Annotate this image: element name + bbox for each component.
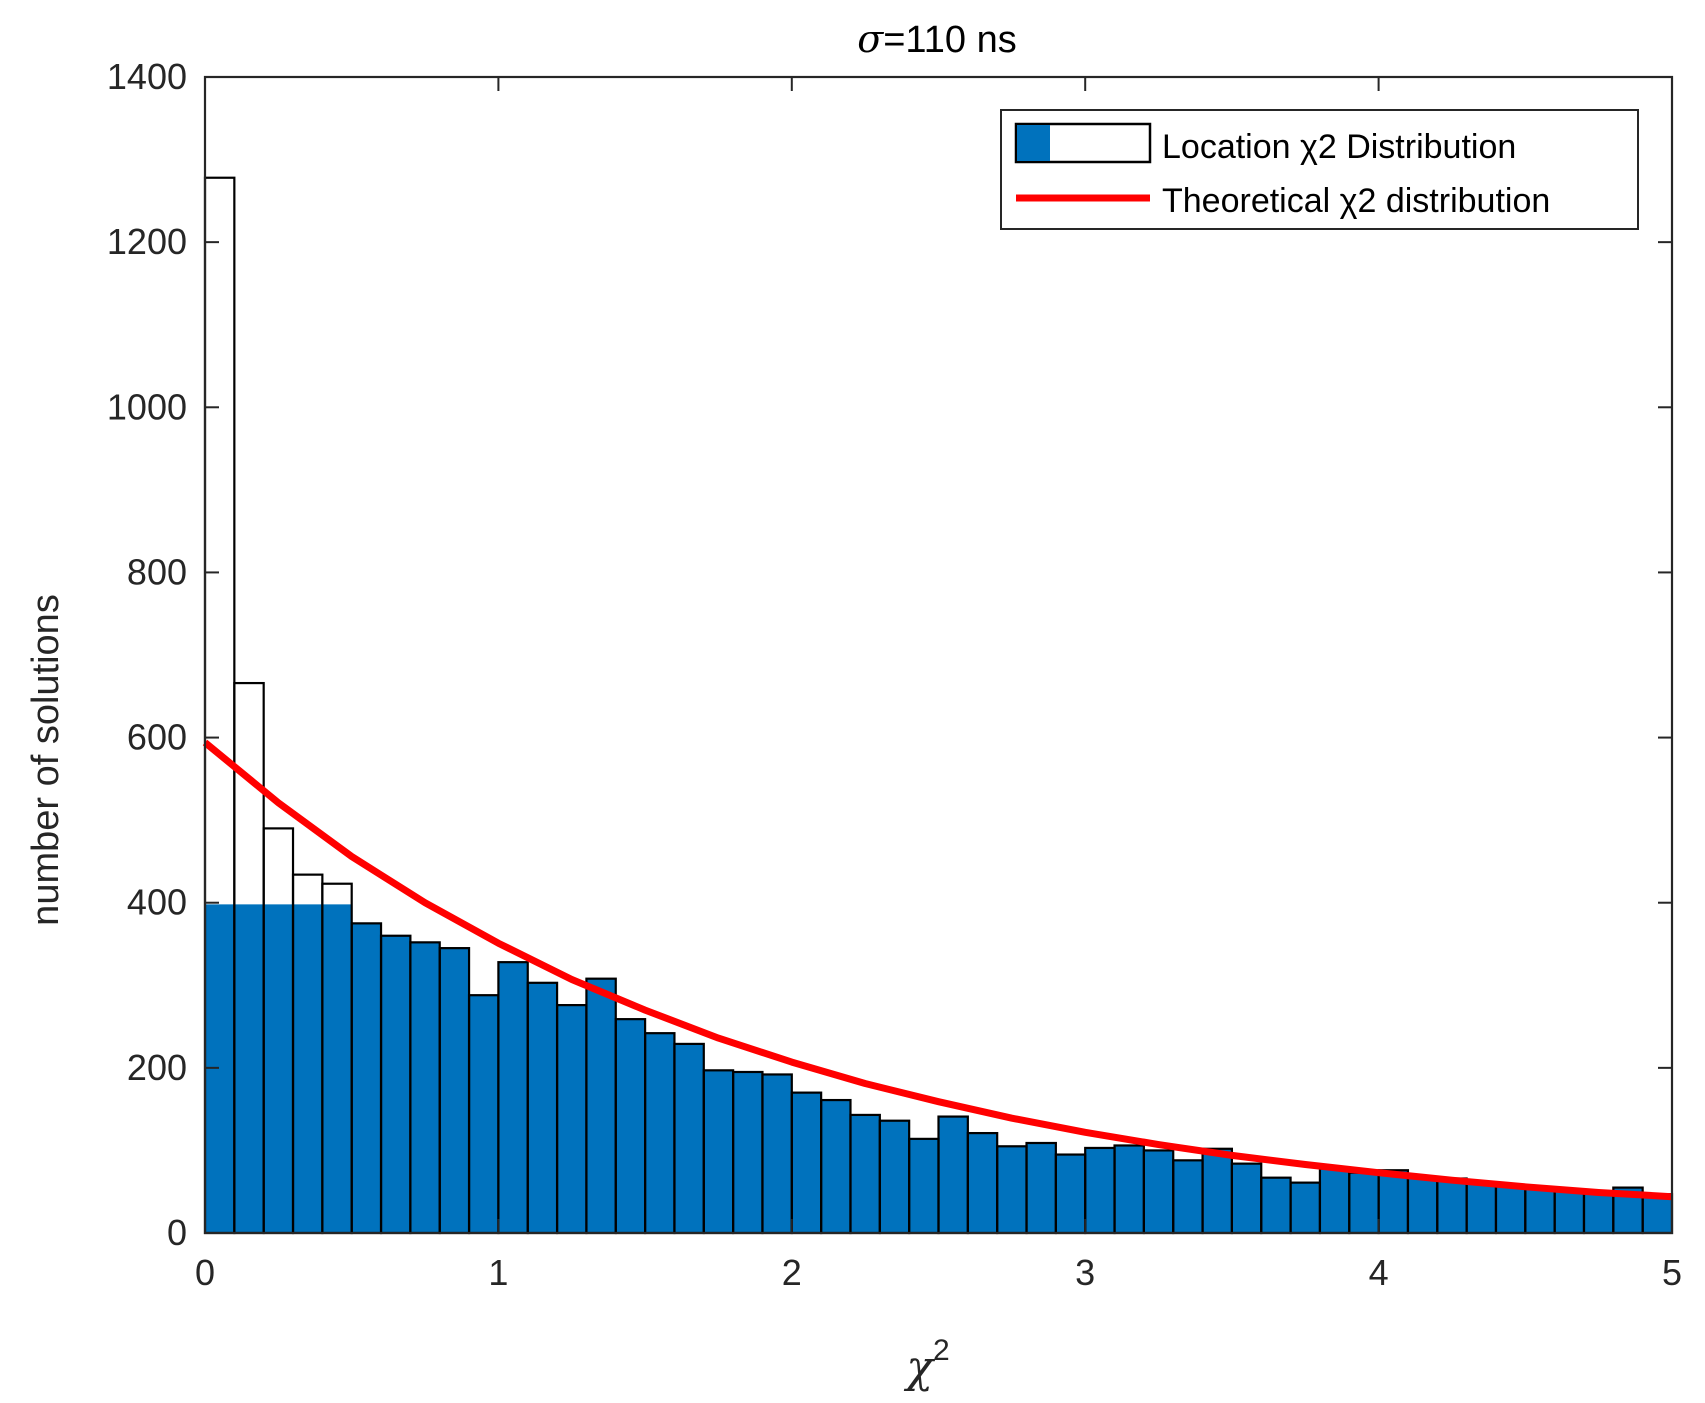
histogram-bar [1055, 1154, 1086, 1233]
y-tick-label: 1200 [107, 221, 187, 262]
histogram-bar [703, 1070, 734, 1233]
histogram-bar [615, 1019, 646, 1233]
y-tick-label: 200 [127, 1047, 187, 1088]
y-tick-label: 600 [127, 717, 187, 758]
histogram-bar [263, 904, 294, 1233]
axes [203, 75, 1674, 1235]
histogram-bar [762, 1074, 792, 1233]
histogram-bar [1173, 1160, 1203, 1233]
histogram-bar [909, 1138, 939, 1233]
y-tick-label: 1400 [107, 56, 187, 97]
histogram-bar [1378, 1170, 1408, 1233]
histogram-bar [586, 978, 616, 1233]
histogram-bar [879, 1120, 910, 1233]
histogram-bar [1407, 1176, 1438, 1233]
legend-label-theoretical: Theoretical χ2 distribution [1162, 182, 1550, 220]
histogram-bar [381, 935, 411, 1233]
theoretical-curve [202, 739, 1673, 1201]
histogram-bar [498, 962, 528, 1233]
histogram-bar [997, 1146, 1027, 1233]
x-tick-label: 0 [195, 1252, 215, 1293]
y-tick-label: 1000 [107, 386, 187, 427]
histogram-bar [557, 1005, 587, 1233]
y-axis-label: number of solutions [25, 594, 67, 926]
histogram-bar [1319, 1168, 1350, 1233]
x-tick-labels: 0 1 2 3 4 5 [195, 1252, 1682, 1293]
histogram-bar [410, 942, 440, 1233]
chart-title: σ=110 ns [857, 17, 1016, 61]
y-tick-label: 800 [127, 551, 187, 592]
y-tick-label: 400 [127, 882, 187, 923]
histogram-bar [1437, 1178, 1467, 1233]
histogram-bar [1261, 1177, 1291, 1233]
x-axis-label: χ2 [903, 1334, 949, 1393]
histogram-bar [1349, 1172, 1379, 1233]
legend-label-histogram: Location χ2 Distribution [1162, 128, 1516, 166]
x-tick-label: 3 [1075, 1252, 1095, 1293]
histogram-bar [439, 948, 470, 1233]
histogram-bar [1466, 1183, 1496, 1233]
histogram-bar [821, 1100, 851, 1233]
histogram-bar [1026, 1142, 1056, 1233]
histogram-bar [733, 1071, 763, 1233]
histogram-bar [293, 904, 323, 1233]
histogram-bar [322, 904, 352, 1233]
histogram-bar [1231, 1163, 1262, 1233]
histogram-bar [1495, 1185, 1526, 1233]
histogram-bar [967, 1133, 998, 1233]
legend: Location χ2 Distribution Theoretical χ2 … [1000, 109, 1639, 230]
x-tick-label: 2 [782, 1252, 802, 1293]
axes-box [203, 75, 1674, 1235]
histogram-bar [1085, 1147, 1115, 1233]
histogram-bar [234, 904, 264, 1233]
x-tick-label: 1 [488, 1252, 508, 1293]
histogram-bars [205, 904, 1672, 1233]
histogram-bar [1143, 1150, 1174, 1233]
histogram-bar [1554, 1189, 1584, 1233]
histogram-bar [1290, 1182, 1320, 1233]
y-tick-labels: 0 200 400 600 800 1000 1200 1400 [107, 56, 187, 1253]
histogram-bar [1525, 1187, 1555, 1233]
x-tick-label: 5 [1662, 1252, 1682, 1293]
histogram-bar [527, 982, 558, 1233]
legend-swatch-histogram-fill [1017, 125, 1050, 161]
histogram-bar [1642, 1194, 1672, 1233]
y-tick-label: 0 [167, 1212, 187, 1253]
histogram-bar [850, 1114, 880, 1233]
histogram-bar [938, 1116, 968, 1233]
histogram-bar [351, 923, 382, 1233]
histogram-bar [1583, 1193, 1614, 1233]
histogram-bar [674, 1043, 704, 1233]
histogram-bar [469, 995, 499, 1233]
histogram-bar [791, 1092, 822, 1233]
x-tick-label: 4 [1369, 1252, 1389, 1293]
histogram-bar [1202, 1148, 1232, 1233]
histogram-bar [1114, 1145, 1144, 1233]
histogram-bar [645, 1033, 675, 1233]
